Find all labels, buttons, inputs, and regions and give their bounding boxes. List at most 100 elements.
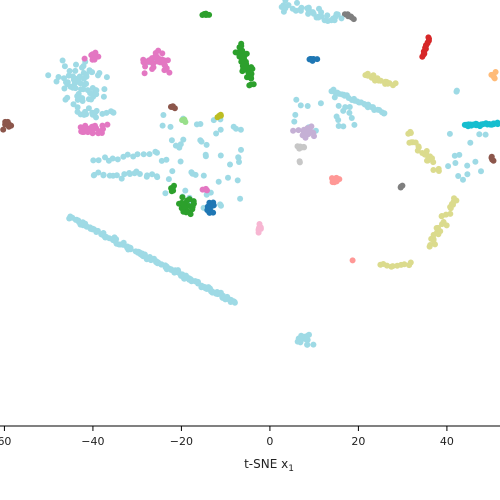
x-tick-label: 0 (266, 435, 273, 448)
scatter-point-green (184, 208, 191, 215)
scatter-point-lightblue (84, 87, 91, 94)
scatter-point-blue (314, 56, 321, 63)
scatter-point-lightblue (455, 173, 462, 179)
scatter-point-magenta (85, 126, 92, 133)
scatter-point-lightblue (472, 158, 479, 165)
scatter-point-lightblue (162, 190, 169, 197)
scatter-point-lavender (311, 133, 317, 140)
scatter-point-magenta (98, 130, 105, 136)
scatter-point-olive (447, 210, 454, 217)
scatter-point-lightblue (446, 130, 453, 137)
scatter-point-red (425, 34, 432, 41)
scatter-point-olive (427, 242, 434, 248)
scatter-point-lightblue (146, 151, 153, 158)
scatter-point-lightblue (476, 131, 483, 138)
scatter-point-magenta (152, 53, 159, 60)
scatter-point-green (190, 200, 197, 207)
scatter-point-lightblue (127, 246, 134, 253)
scatter-point-lightblue (292, 111, 299, 118)
scatter-point-green (184, 197, 191, 204)
x-axis-label: t-SNE x1 (244, 457, 294, 474)
scatter-point-magenta (161, 57, 167, 64)
scatter-point-lightblue (53, 78, 60, 85)
scatter-point-magenta (150, 60, 157, 67)
scatter-point-lightblue (346, 109, 353, 116)
scatter-point-lightblue (297, 102, 304, 109)
scatter-point-lightblue (234, 177, 241, 184)
scatter-point-salmon (329, 176, 336, 183)
scatter-point-magenta (142, 63, 149, 70)
scatter-point-lightblue (197, 121, 204, 127)
scatter-point-lightblue (109, 155, 116, 162)
scatter-point-lightblue (331, 94, 338, 101)
scatter-point-magenta (199, 186, 206, 193)
scatter-point-lightblue (478, 168, 484, 175)
scatter-point-lightblue (237, 195, 244, 202)
scatter-point-lightblue (95, 157, 102, 164)
scatter-point-green (236, 52, 243, 59)
scatter-point-lightblue (101, 86, 108, 93)
scatter-point-pink (257, 224, 264, 231)
scatter-point-brown (489, 156, 496, 163)
scatter-point-olive (412, 139, 419, 146)
scatter-point-lightblue (103, 109, 110, 116)
scatter-point-lightblue (346, 104, 353, 110)
scatter-point-lightblue (237, 126, 244, 133)
scatter-point-magenta (149, 66, 156, 72)
scatter-point-lightblue (453, 87, 460, 94)
scatter-point-lightblue (90, 172, 97, 179)
scatter-point-lightblue (291, 118, 298, 125)
scatter-point-lightblue (124, 151, 131, 158)
scatter-point-lightblue (304, 5, 311, 12)
scatter-point-lightblue (83, 71, 90, 78)
scatter-point-lightblue (304, 341, 311, 348)
scatter-point-lightblue (83, 80, 90, 87)
scatter-point-lightblue (298, 332, 305, 339)
scatter-point-lightblue (65, 72, 72, 79)
scatter-point-lightblue (456, 151, 463, 158)
scatter-point-lightblue (310, 341, 317, 348)
scatter-point-magenta (99, 122, 106, 129)
x-tick-label: 20 (351, 435, 365, 448)
scatter-point-lightblue (188, 169, 195, 176)
scatter-point-olive (435, 224, 441, 231)
scatter-point-blue (206, 205, 213, 212)
scatter-point-lightblue (61, 63, 68, 70)
scatter-point-lightblue (118, 175, 125, 182)
scatter-point-lightblue (158, 157, 165, 164)
scatter-point-lightblue (200, 172, 207, 179)
scatter-point-lightblue (218, 202, 224, 209)
x-axis-ticks: 60 −40 −20 0 20 40 (0, 426, 454, 448)
scatter-point-lightblue (66, 68, 73, 74)
scatter-point-brown (8, 122, 15, 129)
scatter-point-lightblue (45, 72, 52, 79)
scatter-point-lightblue (70, 76, 77, 83)
scatter-point-lightblue (445, 163, 452, 170)
scatter-point-lightblue (182, 187, 189, 194)
scatter-point-lightblue (79, 64, 85, 71)
scatter-point-lightblue (169, 168, 176, 175)
scatter-point-lightblue (79, 98, 86, 104)
scatter-point-lightblue (95, 72, 101, 79)
scatter-point-lightblue (238, 146, 244, 153)
scatter-point-brown (3, 119, 10, 126)
scatter-point-magenta (166, 69, 173, 76)
scatter-point-lightblue (305, 10, 312, 17)
scatter-point-lightblue (154, 174, 161, 181)
scatter-point-lightblue (467, 139, 474, 146)
scatter-point-lightblue (95, 169, 102, 176)
scatter-point-lightblue (316, 5, 322, 12)
scatter-point-lightblue (160, 112, 167, 118)
scatter-point-lightblue (342, 104, 349, 111)
scatter-point-magenta (91, 124, 97, 131)
scatter-point-olive (406, 139, 413, 146)
scatter-point-lightblue (93, 114, 99, 121)
scatter-point-lightblue (215, 178, 222, 185)
scatter-point-lightblue (293, 96, 300, 103)
scatter-point-olive (407, 259, 414, 266)
scatter-point-lightblue (324, 12, 331, 19)
scatter-point-olive (401, 261, 408, 268)
scatter-point-blue (306, 56, 313, 63)
scatter-point-olive (451, 195, 457, 202)
scatter-point-lightblue (334, 11, 341, 18)
